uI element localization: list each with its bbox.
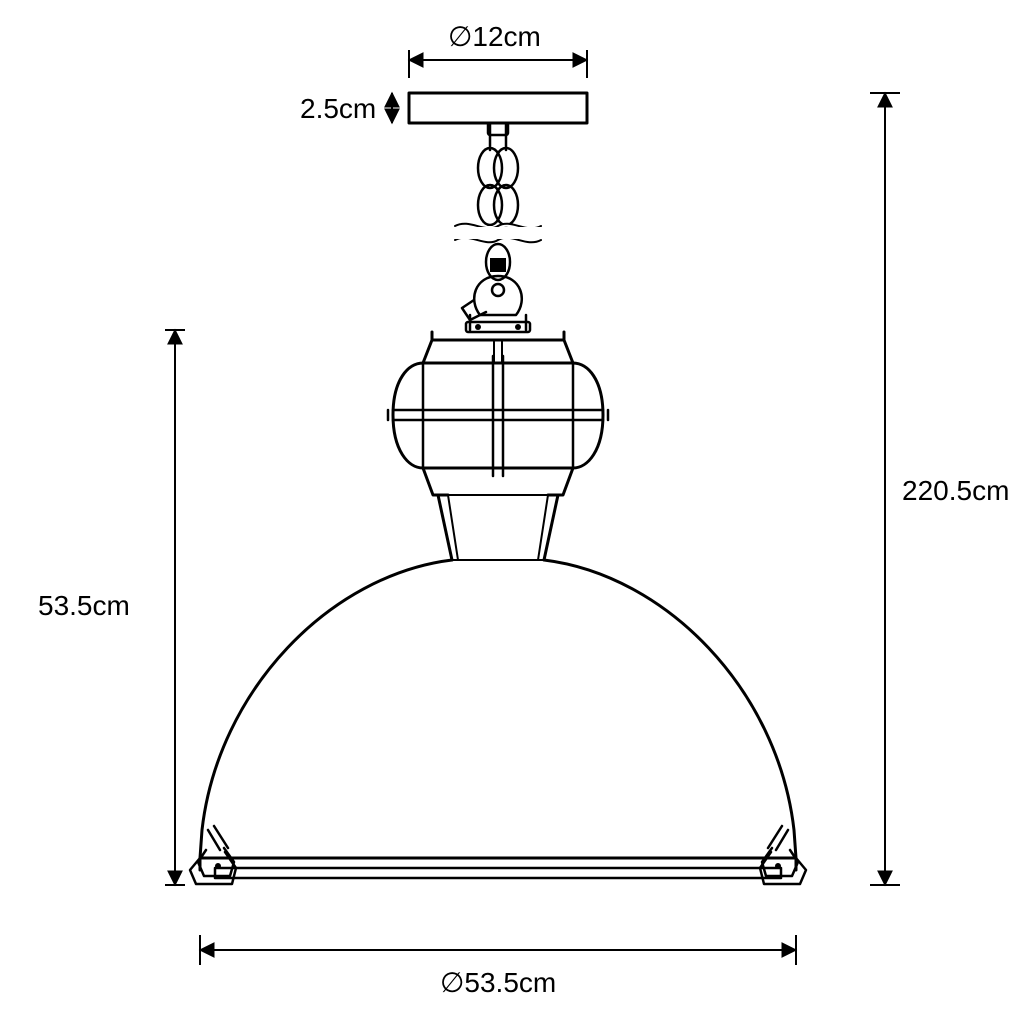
dim-lamp-diameter [200,935,796,965]
dome-shade [200,560,796,858]
label-canopy-height: 2.5cm [300,93,376,124]
cage-housing [388,356,608,476]
rim-clip-right [760,826,806,884]
label-canopy-diameter: ∅12cm [448,21,541,52]
dim-total-height [870,93,900,885]
dimension-lines [165,50,900,965]
bottom-rim [200,858,796,878]
neck [423,468,573,560]
dim-canopy-width [409,50,587,78]
label-lamp-diameter: ∅53.5cm [440,967,556,998]
lamp-outline [190,93,806,884]
dimension-labels: ∅12cm 2.5cm 53.5cm 220.5cm ∅53.5cm [38,21,1009,998]
technical-drawing: ∅12cm 2.5cm 53.5cm 220.5cm ∅53.5cm [0,0,1020,1020]
chain-assembly [455,123,541,280]
rim-clip-left [190,826,236,884]
label-lamp-height: 53.5cm [38,590,130,621]
dim-lamp-height [165,330,185,885]
canopy [409,93,587,123]
label-total-height: 220.5cm [902,475,1009,506]
top-cap [423,332,573,363]
swivel-hook [462,276,530,332]
